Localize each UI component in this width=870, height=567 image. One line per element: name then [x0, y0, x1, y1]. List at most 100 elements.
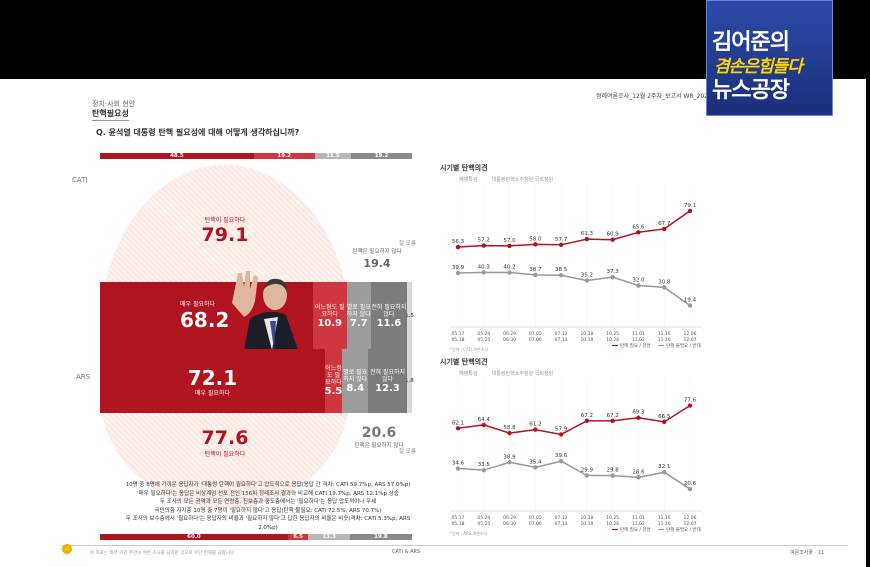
x-tick-label: 05.24: [477, 331, 490, 337]
x-tick-label: 07.12: [555, 515, 568, 521]
legend-label: 탄핵 불필요 / 반대: [666, 342, 701, 349]
data-point: [507, 243, 512, 249]
ars-segment-4: 1.8: [405, 349, 414, 413]
data-point: [533, 465, 538, 470]
note-item: 두 조사의 보수층에서 '필요하다'는 응답자의 비율과 '필요하지 않다'고 …: [125, 516, 411, 531]
x-tick-label: 05.18: [452, 521, 465, 527]
data-label: 38.9: [503, 454, 516, 460]
annotation-2: 대통령탄핵소추청원 국회청원: [492, 370, 554, 377]
ars-stacked-bar: 72.1 매우 필요하다 어느정도 필요하다 5.5 별로 필요하지 않다 8.4 전혀 필…: [100, 349, 414, 413]
ars.bottom_bar-seg-0: 60.0: [100, 534, 288, 540]
page-title: 탄핵필요성: [92, 108, 129, 121]
data-label: 30.8: [658, 279, 671, 285]
data-point: [584, 418, 590, 424]
series-line-0: [457, 210, 691, 248]
phone-number: 1877-1907: [711, 122, 823, 146]
x-tick-label: 07.12: [555, 331, 568, 337]
cati-dontknow-label: 잘 모름: [399, 241, 416, 247]
source-note: *검색 : ARS 여론조사: [450, 530, 488, 536]
x-tick-label: 10.19: [580, 521, 593, 527]
x-tick-label: 11.01: [632, 331, 645, 337]
data-label: 57.0: [503, 238, 516, 244]
phone-underline: [712, 146, 828, 147]
ars-no-need-value: 20.6: [361, 425, 397, 441]
x-tick-label: 12.06: [684, 331, 697, 337]
data-point: [636, 283, 641, 288]
data-label: 69.3: [632, 410, 645, 416]
x-tick-label: 06.30: [503, 337, 516, 343]
data-label: 35.2: [581, 272, 593, 278]
cati-segment-label-1: 어느정도 필요하다: [315, 303, 345, 318]
data-point: [662, 419, 667, 425]
data-point: [662, 285, 667, 290]
data-point: [481, 270, 486, 275]
ars-need-group: 77.6 탄핵이 필요하다: [180, 427, 270, 458]
series-line-1: [457, 271, 691, 307]
survey-question: Q. 윤석열 대통령 탄핵 필요성에 대해 어떻게 생각하십니까?: [96, 128, 300, 137]
data-point: [507, 270, 512, 275]
report-reference: 정례여론조사_12월 2주차_보고서 WR_2024.12_0: [596, 93, 729, 100]
x-tick-label: 10.25: [606, 331, 619, 337]
legend-label: 탄핵 불필요 / 반대: [666, 526, 701, 533]
ars-segment-label-0: 매우 필요하다: [194, 389, 230, 397]
news-factory-logo: [706, 0, 833, 116]
x-tick-label: 12.07: [684, 337, 697, 343]
cati-segment-value-0: 68.2: [180, 307, 230, 332]
data-label: 19.4: [684, 297, 697, 303]
data-label: 67.2: [607, 413, 619, 419]
ars.bottom_bar-seg-3: 19.8: [349, 534, 412, 540]
x-tick-label: 10.19: [580, 337, 593, 343]
data-label: 32.0: [632, 278, 645, 284]
source-note: *검색 : CATI 여론조사: [450, 346, 488, 352]
x-tick-label: 05.18: [452, 337, 465, 343]
footer-page: 여론조사꽃 · 11: [790, 550, 825, 556]
ars-segment-value-0: 72.1: [187, 365, 238, 390]
ars-need-value: 77.6: [201, 427, 249, 449]
data-label: 39.9: [452, 265, 465, 271]
ars-bottom-bar: 60.0 6.5 13.3 19.8: [100, 534, 412, 540]
data-point: [687, 486, 693, 492]
logo-line1: 김어준의: [712, 30, 790, 55]
category-label: 정치·사회 현안: [92, 100, 136, 108]
legend-label: 탄핵 필요 / 찬성: [620, 526, 651, 533]
data-point: [455, 466, 461, 471]
ars-section-label: ARS: [76, 373, 91, 381]
cati.top_bar-seg-2: 11.5: [314, 153, 352, 159]
cati-segment-4: 1.5: [405, 282, 414, 350]
cati-segment-label-2: 별로 필요하지 않다: [346, 303, 371, 318]
data-point: [558, 459, 564, 464]
x-tick-label: 11.02: [632, 337, 645, 343]
x-tick-label: 10.26: [606, 337, 619, 343]
ars-need-label: 탄핵이 필요하다: [204, 451, 246, 458]
series-line-1: [457, 460, 691, 490]
data-label: 57.7: [555, 237, 568, 243]
cati-segment-value-1: 10.9: [317, 317, 343, 329]
cati-need-value: 79.1: [201, 224, 249, 246]
data-label: 67.7: [658, 221, 671, 227]
ars-no-need-label: 탄핵은 필요하지 않다: [354, 443, 404, 449]
data-label: 64.4: [478, 417, 491, 423]
cati.top_bar-seg-3: 19.2: [351, 153, 412, 159]
data-label: 40.2: [503, 265, 515, 271]
data-label: 61.2: [529, 422, 541, 428]
data-label: 60.9: [607, 232, 620, 238]
data-point: [636, 415, 641, 420]
note-item: 10명 중 8명에 가까운 응답자가 '대통령 탄핵이 필요하다'고 압도적으로…: [125, 482, 411, 488]
data-label: 66.5: [658, 414, 671, 420]
data-point: [455, 270, 461, 276]
x-tick-label: 05.25: [477, 337, 490, 343]
x-tick-label: 11.02: [632, 521, 645, 527]
cati-no-need-value: 19.4: [363, 257, 391, 270]
data-point: [687, 403, 693, 408]
ars-dontknow-label: 잘 모름: [399, 449, 416, 455]
data-label: 61.3: [581, 231, 594, 237]
x-tick-label: 07.06: [529, 337, 542, 343]
data-label: 67.2: [581, 413, 593, 419]
footer-center: CATI & ARS: [392, 549, 421, 555]
data-point: [610, 418, 615, 424]
annotation-1: 해병특검: [459, 176, 477, 183]
cati-segment-3: 전혀 필요하지 않다 11.6: [370, 282, 407, 350]
data-point: [610, 237, 615, 242]
data-point: [533, 272, 538, 278]
